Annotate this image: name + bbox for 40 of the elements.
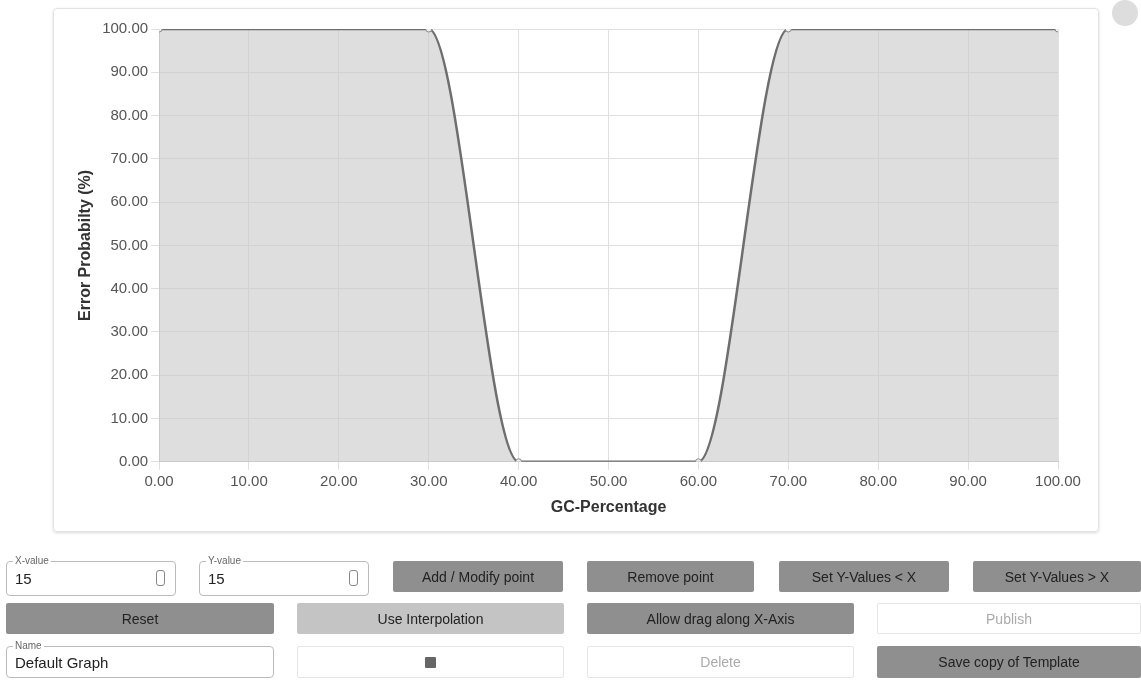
y-tick-label: 20.00	[110, 365, 149, 383]
y-tick-label: 100.00	[102, 19, 149, 37]
text: Save copy of Template	[938, 654, 1080, 670]
text: Set Y-Values > X	[1004, 568, 1110, 585]
y-tick-label: 30.00	[110, 322, 149, 340]
text: Allow drag along X-Axis	[646, 610, 795, 627]
y-tick-label: 80.00	[110, 105, 149, 123]
y-tick-label: 50.00	[110, 235, 149, 253]
text: Publish	[986, 610, 1032, 627]
x-tick-label: 30.00	[409, 471, 448, 489]
text: Y-value	[206, 555, 243, 566]
y-tick-label: 40.00	[110, 278, 149, 296]
text: Delete	[700, 654, 741, 670]
text: X-value	[13, 555, 51, 566]
text: Set Y-Values < X	[811, 568, 917, 585]
x-axis-title: GC-Percentage	[550, 497, 667, 515]
text: Default Graph	[15, 653, 109, 671]
x-tick-label: 50.00	[589, 471, 628, 489]
y-axis-title: Error Probabilty (%)	[76, 169, 94, 321]
y-tick-label: 60.00	[110, 192, 149, 210]
text: 15	[15, 570, 32, 587]
x-tick-label: 10.00	[230, 471, 268, 489]
y-tick-label: 10.00	[110, 408, 149, 426]
x-tick-label: 90.00	[949, 471, 987, 489]
text: Reset	[121, 610, 159, 627]
text: 15	[208, 570, 225, 587]
x-tick-label: 20.00	[320, 471, 358, 489]
x-tick-label: 100.00	[1035, 471, 1081, 489]
text: Name	[13, 640, 44, 651]
y-tick-label: 70.00	[110, 148, 149, 166]
text: Use Interpolation	[377, 610, 484, 627]
y-tick-label: 0.00	[118, 451, 149, 469]
text: Add / Modify point	[421, 568, 535, 585]
y-tick-label: 90.00	[110, 62, 149, 80]
x-tick-label: 70.00	[769, 471, 808, 489]
x-tick-label: 0.00	[144, 471, 174, 489]
x-tick-label: 40.00	[499, 471, 538, 489]
x-tick-label: 80.00	[859, 471, 897, 489]
x-tick-label: 60.00	[679, 471, 718, 489]
text: Remove point	[627, 568, 714, 585]
